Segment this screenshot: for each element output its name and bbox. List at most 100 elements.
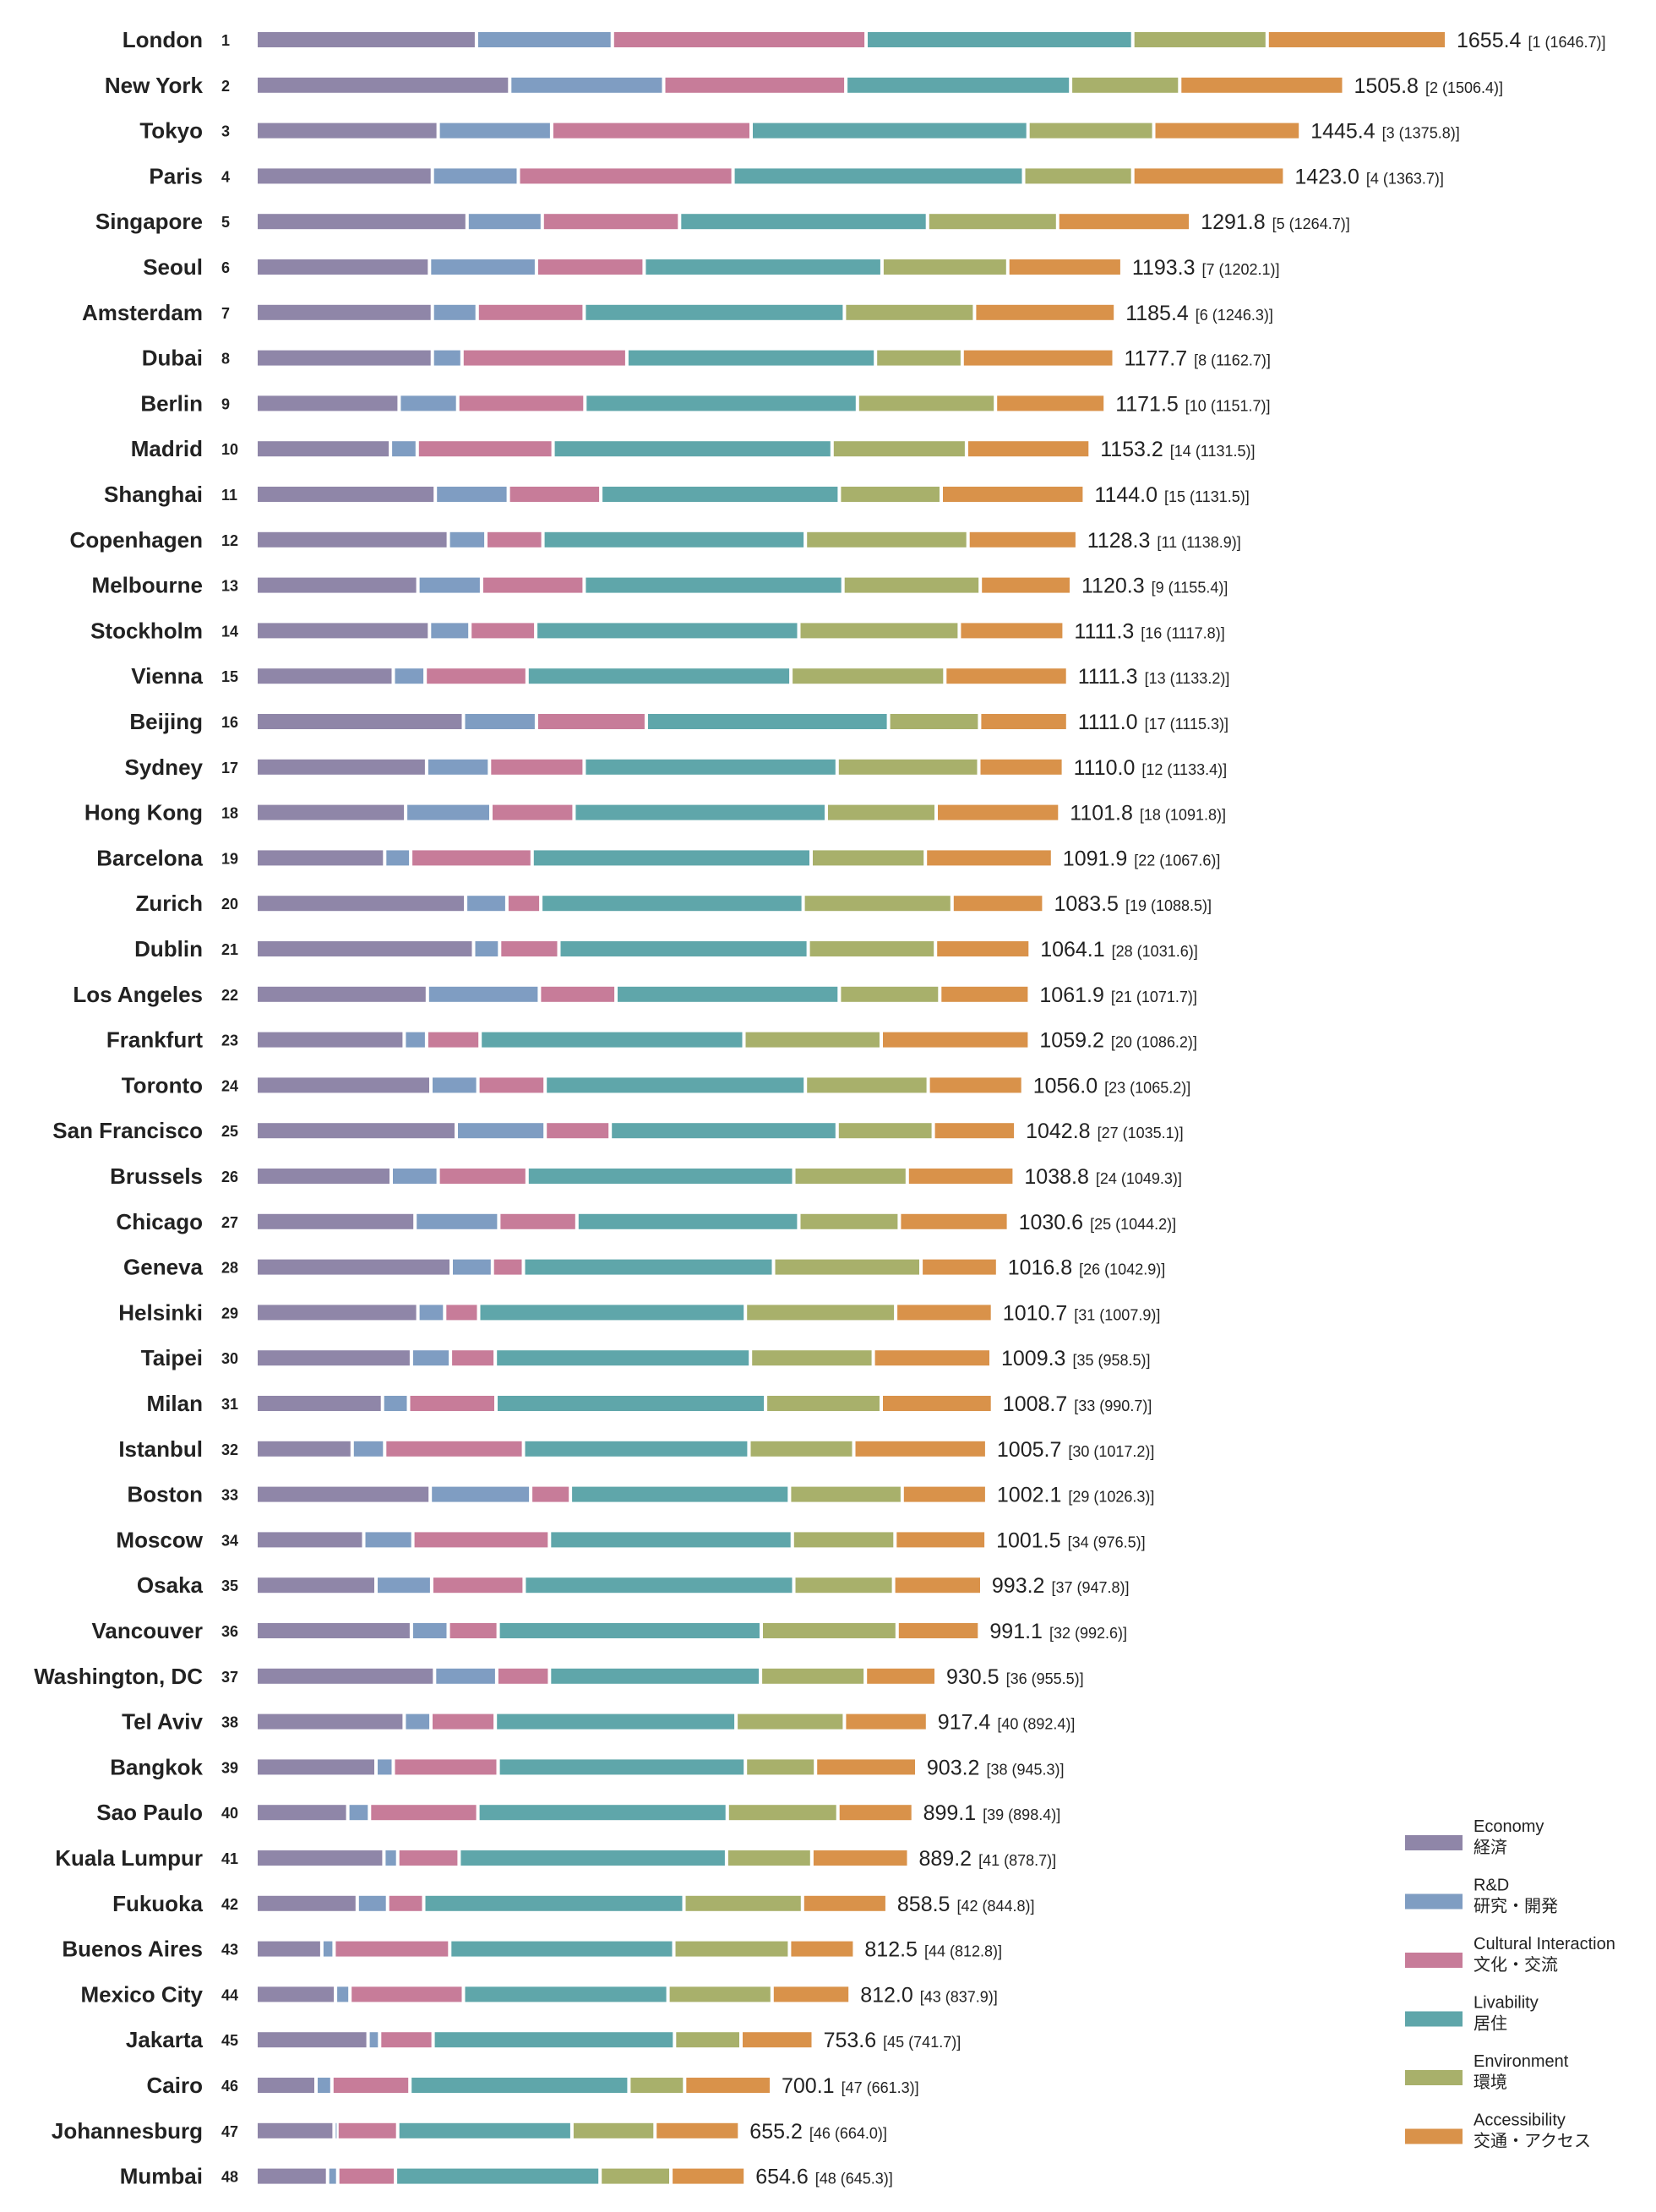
- bar-segment-r-d: [323, 1941, 333, 1957]
- rank-label: 10: [221, 441, 238, 458]
- total-label: 993.2 [37 (947.8)]: [992, 1574, 1130, 1598]
- bar-segment-economy: [258, 2032, 367, 2048]
- bar-segment-environment: [727, 1850, 810, 1866]
- rank-label: 20: [221, 896, 238, 913]
- bar-segment-livability: [497, 1713, 735, 1730]
- bar-segment-accessibility: [846, 1713, 926, 1730]
- previous-rank-value: [19 (1088.5)]: [1125, 897, 1212, 914]
- bar-segment-livability: [526, 1577, 793, 1594]
- city-row: Helsinki 29 1010.7 [31 (1007.9)]: [118, 1299, 1160, 1325]
- previous-rank-value: [4 (1363.7)]: [1366, 170, 1444, 187]
- total-label: 1009.3 [35 (958.5)]: [1001, 1347, 1151, 1370]
- rank-label: 22: [221, 987, 238, 1004]
- city-row: Geneva 28 1016.8 [26 (1042.9)]: [123, 1255, 1165, 1280]
- city-row: Los Angeles 22 1061.9 [21 (1071.7)]: [73, 982, 1197, 1007]
- bar-segment-cultural-interaction: [543, 214, 678, 230]
- bar-segment-economy: [258, 1805, 346, 1821]
- bar-segment-livability: [628, 350, 874, 366]
- bar-segment-r-d: [437, 487, 507, 502]
- total-label: 930.5 [36 (955.5)]: [946, 1665, 1084, 1689]
- bar-segment-cultural-interaction: [335, 1941, 449, 1957]
- total-label: 1128.3 [11 (1138.9)]: [1087, 529, 1241, 553]
- previous-rank-value: [38 (945.3)]: [986, 1761, 1064, 1778]
- legend-label: Environment: [1474, 2052, 1569, 2071]
- legend-label: Livability: [1474, 1994, 1539, 2013]
- legend-item: Environment 環境: [1405, 2052, 1569, 2092]
- city-label: Dubai: [142, 346, 203, 371]
- city-label: Amsterdam: [82, 300, 203, 325]
- city-label: Hong Kong: [84, 800, 203, 825]
- bar-segment-economy: [258, 1532, 362, 1548]
- rank-label: 35: [221, 1577, 238, 1594]
- total-value: 1185.4: [1125, 302, 1189, 325]
- bar-segment-livability: [460, 1850, 725, 1866]
- total-label: 1010.7 [31 (1007.9)]: [1003, 1301, 1161, 1325]
- bar-segment-economy: [258, 395, 398, 411]
- total-value: 1008.7: [1003, 1392, 1067, 1416]
- bar-segment-accessibility: [1009, 259, 1120, 275]
- bar-segment-cultural-interaction: [449, 1623, 497, 1638]
- previous-rank-value: [12 (1133.4)]: [1141, 761, 1227, 778]
- bar-segment-accessibility: [773, 1986, 849, 2002]
- bar-segment-r-d: [369, 2032, 379, 2048]
- rank-label: 24: [221, 1077, 238, 1094]
- total-value: 1505.8: [1354, 74, 1419, 98]
- bar-segment-livability: [586, 395, 856, 411]
- bar-segment-r-d: [335, 2122, 337, 2138]
- total-value: 700.1: [782, 2074, 835, 2098]
- bar-segment-economy: [258, 77, 509, 93]
- bar-segment-accessibility: [953, 896, 1043, 912]
- bar-segment-r-d: [393, 1169, 437, 1184]
- bar-segment-environment: [929, 214, 1056, 230]
- rank-label: 19: [221, 850, 238, 867]
- bar-segment-r-d: [432, 1486, 530, 1502]
- bar-segment-cultural-interaction: [371, 1805, 477, 1821]
- bar-segment-economy: [258, 623, 428, 639]
- previous-rank-value: [42 (844.8)]: [956, 1898, 1034, 1915]
- bar-segment-r-d: [406, 1713, 430, 1730]
- bar-segment-livability: [753, 123, 1027, 139]
- bar-segment-r-d: [433, 350, 460, 366]
- bar-segment-r-d: [419, 577, 480, 593]
- bar-segment-r-d: [417, 1213, 498, 1229]
- city-label: Sao Paulo: [96, 1800, 203, 1825]
- bar-segment-r-d: [406, 1032, 425, 1048]
- bar-segment-cultural-interaction: [410, 1396, 494, 1411]
- total-label: 1171.5 [10 (1151.7)]: [1115, 392, 1270, 416]
- bar-segment-accessibility: [938, 804, 1059, 820]
- bar-segment-r-d: [433, 1077, 477, 1093]
- previous-rank-value: [46 (664.0)]: [809, 2125, 887, 2142]
- rank-label: 28: [221, 1260, 238, 1277]
- legend-label: Economy: [1474, 1817, 1544, 1836]
- bar-segment-economy: [258, 304, 431, 320]
- previous-rank-value: [37 (947.8)]: [1051, 1579, 1129, 1596]
- bar-segment-cultural-interaction: [509, 487, 600, 502]
- total-label: 1110.0 [12 (1133.4)]: [1074, 756, 1228, 780]
- previous-rank-value: [36 (955.5)]: [1006, 1670, 1084, 1687]
- rank-label: 3: [221, 123, 230, 140]
- total-label: 1153.2 [14 (1131.5)]: [1100, 438, 1255, 461]
- bar-segment-livability: [734, 168, 1022, 184]
- total-value: 1111.3: [1078, 665, 1138, 689]
- total-value: 1423.0: [1294, 165, 1359, 188]
- total-label: 700.1 [47 (661.3)]: [782, 2074, 919, 2098]
- bar-segment-livability: [497, 1350, 749, 1366]
- bar-segment-cultural-interaction: [351, 1986, 462, 2002]
- previous-rank-value: [1 (1646.7)]: [1528, 34, 1605, 51]
- total-value: 1061.9: [1039, 983, 1103, 1007]
- rank-label: 13: [221, 578, 238, 595]
- bar-segment-livability: [648, 714, 887, 729]
- total-label: 654.6 [48 (645.3)]: [755, 2166, 893, 2189]
- bar-segment-livability: [480, 1305, 744, 1321]
- city-label: Melbourne: [92, 573, 203, 598]
- rank-label: 8: [221, 351, 230, 368]
- legend-swatch: [1405, 1893, 1463, 1910]
- bar-segment-accessibility: [656, 2122, 738, 2138]
- previous-rank-value: [30 (1017.2)]: [1068, 1443, 1154, 1460]
- previous-rank-value: [31 (1007.9)]: [1074, 1306, 1160, 1323]
- total-value: 1016.8: [1008, 1256, 1072, 1280]
- bar-segment-accessibility: [896, 1532, 985, 1548]
- city-row: Taipei 30 1009.3 [35 (958.5)]: [141, 1345, 1151, 1370]
